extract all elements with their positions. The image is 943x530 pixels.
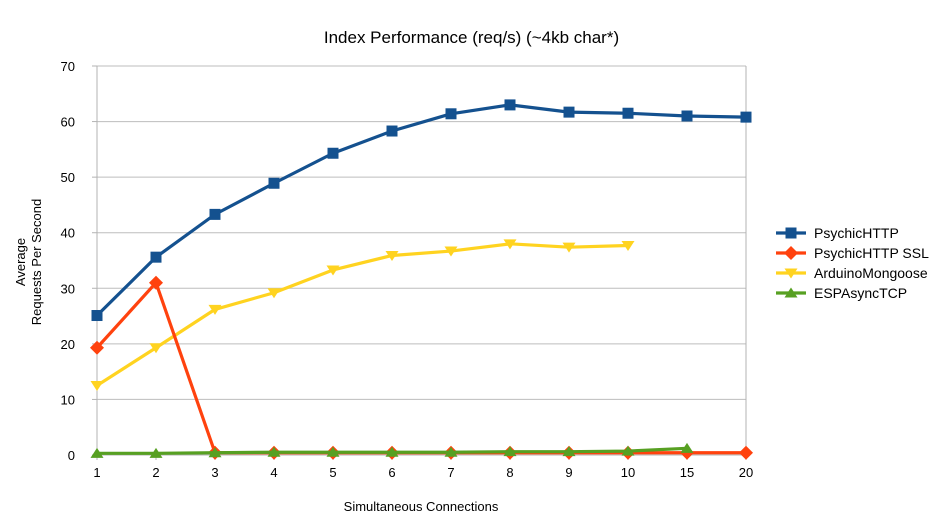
series-marker-psychichttp [622, 107, 634, 119]
x-tick-label: 7 [447, 465, 454, 480]
square-legend-icon [776, 227, 806, 239]
series-marker-psychichttp [504, 99, 516, 111]
y-tick-label: 40 [61, 226, 75, 241]
series-marker-arduinomongoose [149, 343, 163, 354]
series-marker-arduinomongoose [326, 265, 340, 276]
legend-item-arduinomongoose: ArduinoMongoose [776, 263, 929, 283]
legend-marker [784, 268, 798, 279]
series-marker-psychichttp [268, 177, 280, 189]
y-tick-label: 60 [61, 115, 75, 130]
y-tick-label: 10 [61, 392, 75, 407]
diamond-legend-icon [776, 246, 806, 260]
series-marker-psychichttp [386, 125, 398, 137]
x-tick-label: 9 [565, 465, 572, 480]
series-marker-espasynctcp [621, 445, 635, 456]
series-marker-arduinomongoose [503, 239, 517, 250]
y-tick-label: 50 [61, 170, 75, 185]
series-marker-psychichttp [209, 208, 221, 220]
legend-item-psychichttp-ssl: PsychicHTTP SSL [776, 243, 929, 263]
series-marker-espasynctcp [385, 446, 399, 457]
series-marker-psychichttp [740, 111, 752, 123]
legend-marker [784, 246, 798, 260]
legend: PsychicHTTP PsychicHTTP SSL ArduinoMongoos… [776, 223, 929, 303]
x-tick-label: 8 [506, 465, 513, 480]
series-marker-espasynctcp [149, 447, 163, 458]
series-marker-arduinomongoose [267, 288, 281, 299]
series-marker-psychichttp [681, 110, 693, 122]
series-marker-espasynctcp [326, 446, 340, 457]
legend-label: PsychicHTTP [814, 225, 899, 241]
series-marker-espasynctcp [444, 446, 458, 457]
chart-title: Index Performance (req/s) (~4kb char*) [323, 28, 620, 47]
x-tick-label: 2 [152, 465, 159, 480]
series-marker-espasynctcp [503, 446, 517, 457]
series-marker-arduinomongoose [208, 304, 222, 315]
series-marker-arduinomongoose [621, 240, 635, 251]
series-marker-arduinomongoose [90, 381, 104, 392]
series-marker-psychichttp-ssl [90, 340, 104, 355]
series-line-arduinomongoose [96, 242, 629, 387]
x-tick-label: 15 [680, 465, 694, 480]
series-marker-psychichttp-ssl [149, 275, 163, 290]
legend-label: ESPAsyncTCP [814, 285, 908, 301]
x-tick-label: 3 [211, 465, 218, 480]
y-tick-label: 70 [61, 59, 75, 74]
y-tick-label: 20 [61, 337, 75, 352]
x-tick-label: 1 [93, 465, 100, 480]
x-tick-label: 20 [739, 465, 753, 480]
series-marker-psychichttp [150, 251, 162, 263]
legend-marker [785, 227, 797, 239]
y-tick-label: 30 [61, 281, 75, 296]
x-tick-label: 4 [270, 465, 277, 480]
x-tick-label: 10 [621, 465, 635, 480]
series-marker-psychichttp [445, 108, 457, 120]
legend-label: PsychicHTTP SSL [814, 245, 929, 261]
legend-item-espasynctcp: ESPAsyncTCP [776, 283, 929, 303]
series-marker-psychichttp [91, 310, 103, 322]
legend-item-psychichttp: PsychicHTTP [776, 223, 929, 243]
series-marker-psychichttp [563, 106, 575, 118]
series-marker-espasynctcp [208, 447, 222, 458]
x-axis-title: Simultaneous Connections [343, 499, 499, 514]
series-marker-espasynctcp [562, 446, 576, 457]
series-line-psychichttp [95, 103, 747, 317]
series-marker-espasynctcp [267, 446, 281, 457]
x-tick-label: 6 [388, 465, 395, 480]
series-marker-arduinomongoose [562, 242, 576, 253]
legend-marker [784, 287, 798, 298]
series-marker-espasynctcp [680, 442, 694, 453]
series-line-psychichttp-ssl [95, 281, 746, 455]
series-marker-psychichttp [327, 147, 339, 159]
series-marker-arduinomongoose [444, 246, 458, 257]
x-tick-label: 5 [329, 465, 336, 480]
triangle-up-legend-icon [776, 287, 806, 298]
legend-label: ArduinoMongoose [814, 265, 928, 281]
y-tick-label: 0 [68, 448, 75, 463]
series-marker-arduinomongoose [385, 250, 399, 261]
series-marker-psychichttp-ssl [739, 445, 753, 460]
series-marker-espasynctcp [90, 447, 104, 458]
triangle-down-legend-icon [776, 268, 806, 279]
